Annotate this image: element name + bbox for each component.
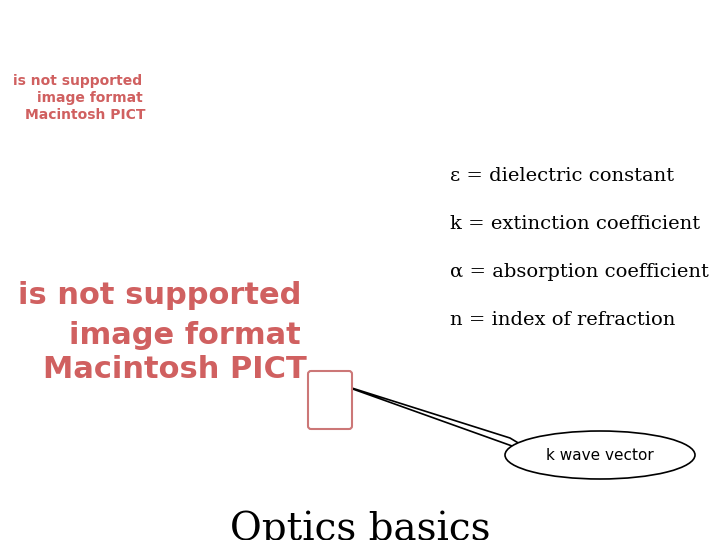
Text: ε = dielectric constant: ε = dielectric constant [450,167,674,185]
Text: α = absorption coefficient: α = absorption coefficient [450,263,709,281]
Text: image format: image format [37,91,143,105]
Text: Macintosh PICT: Macintosh PICT [43,355,307,384]
Text: k wave vector: k wave vector [546,448,654,462]
FancyBboxPatch shape [308,371,352,429]
Text: k = extinction coefficient: k = extinction coefficient [450,215,700,233]
Text: is not supported: is not supported [18,280,302,309]
Text: is not supported: is not supported [14,74,143,88]
Text: n = index of refraction: n = index of refraction [450,311,675,329]
Ellipse shape [505,431,695,479]
Text: Optics basics: Optics basics [230,510,490,540]
Text: image format: image format [69,321,301,349]
Text: Macintosh PICT: Macintosh PICT [24,108,145,122]
Polygon shape [336,383,540,456]
